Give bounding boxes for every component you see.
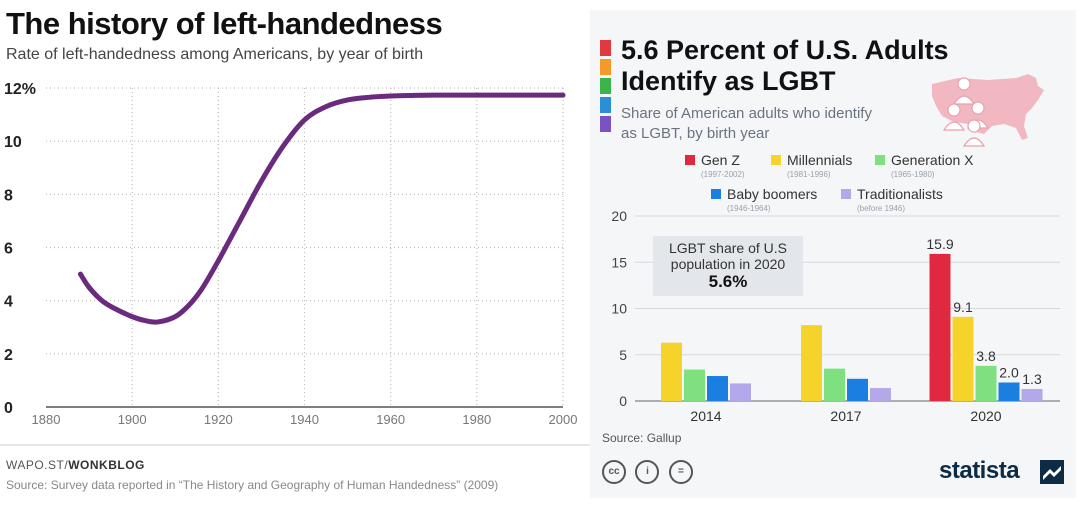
bar-data-label: 15.9 xyxy=(926,236,953,252)
left-chart-panel: 0 2 4 6 8 10 12% 1880 1900 1920 1940 1960 1980 2000 T… xyxy=(0,6,590,492)
callout-line2: population in 2020 xyxy=(670,256,786,272)
bar-2017-2 xyxy=(847,378,868,401)
legend-item: Baby boomers xyxy=(711,186,817,202)
legend-years: (1981-1996) xyxy=(787,170,831,179)
bar-data-label: 2.0 xyxy=(999,365,1019,381)
lgbt-bar-chart: 0 5 10 15 20 2014 2017 15.9 9.1 3.82.0 1.3 2020 xyxy=(611,208,1060,424)
right-chart-subtitle: Share of American adults who identify as… xyxy=(621,105,872,142)
legend-label: Baby boomers xyxy=(727,186,818,202)
legend-swatch xyxy=(685,155,695,165)
right-infographic-panel: 5.6 Percent of U.S. Adults Identify as L… xyxy=(590,10,1076,498)
bar-2017-1 xyxy=(824,368,845,401)
x-tick-label: 1920 xyxy=(204,412,233,427)
x-tick-label: 1940 xyxy=(290,412,319,427)
flag-stripe xyxy=(600,40,611,56)
legend-swatch xyxy=(711,189,721,199)
legend-label: Millennials xyxy=(787,152,853,168)
callout-value: 5.6% xyxy=(708,272,748,291)
legend-item: Millennials xyxy=(771,152,852,168)
y-tick-label: 0 xyxy=(619,393,627,409)
legend-item: Generation X xyxy=(875,152,974,168)
left-handedness-line xyxy=(77,92,566,325)
y-tick-label: 10 xyxy=(611,301,627,317)
x-tick-label: 2014 xyxy=(690,408,721,424)
left-line-chart: 0 2 4 6 8 10 12% 1880 1900 1920 1940 1960 1980 2000 xyxy=(0,81,590,446)
legend-item: Traditionalists xyxy=(841,186,943,202)
y-tick-label: 0 xyxy=(4,400,13,417)
flag-stripe xyxy=(600,116,611,132)
credit-bold: WONKBLOG xyxy=(68,458,145,472)
bar-2020-4 xyxy=(1021,388,1043,401)
legend-swatch xyxy=(841,189,851,199)
bar-2014-3 xyxy=(730,383,751,401)
legend-years: (before 1946) xyxy=(857,204,906,213)
legend-label: Traditionalists xyxy=(857,186,943,202)
left-credit: WAPO.ST/WONKBLOG xyxy=(6,458,145,472)
no-derivatives-icon[interactable]: = xyxy=(668,460,693,484)
legend-years: (1997-2002) xyxy=(701,170,745,179)
left-source: Source: Survey data reported in “The His… xyxy=(6,478,499,492)
flag-stripe xyxy=(600,78,611,94)
attribution-icon[interactable]: i xyxy=(635,460,660,484)
bar-2017-0 xyxy=(801,325,822,401)
bar-2014-1 xyxy=(684,369,705,401)
cc-license-icon[interactable]: cc xyxy=(602,460,626,484)
y-tick-label: 5 xyxy=(619,347,627,363)
x-tick-label: 1960 xyxy=(376,412,405,427)
bar-data-label: 3.8 xyxy=(976,348,996,364)
callout-line1: LGBT share of U.S xyxy=(668,240,787,256)
rainbow-flag-bars xyxy=(600,40,611,135)
us-map-icon xyxy=(932,74,1044,147)
right-chart-title: 5.6 Percent of U.S. Adults Identify as L… xyxy=(621,35,949,96)
bar-2014-2 xyxy=(707,376,728,401)
y-tick-label: 15 xyxy=(611,254,627,270)
bar-data-label: 1.3 xyxy=(1022,371,1042,387)
bar-2020-2 xyxy=(975,365,997,401)
callout-box: LGBT share of U.S population in 2020 5.6… xyxy=(653,236,803,296)
legend-swatch xyxy=(875,155,885,165)
bar-data-label: 9.1 xyxy=(953,299,973,315)
y-tick-label: 12% xyxy=(4,81,36,98)
x-tick-label: 2017 xyxy=(830,408,861,424)
statista-logo-icon[interactable] xyxy=(1040,460,1064,484)
flag-stripe xyxy=(600,97,611,113)
x-tick-label: 2000 xyxy=(549,412,578,427)
y-tick-label: 2 xyxy=(4,347,13,364)
legend-years: (1946-1964) xyxy=(727,204,771,213)
bar-2020-3 xyxy=(998,382,1020,401)
right-source: Source: Gallup xyxy=(602,431,682,445)
y-tick-label: 8 xyxy=(4,187,13,204)
legend-swatch xyxy=(771,155,781,165)
y-tick-label: 20 xyxy=(611,208,627,224)
legend-item: Gen Z xyxy=(685,152,740,168)
x-tick-label: 2020 xyxy=(970,408,1001,424)
left-chart-title: The history of left-handedness xyxy=(6,6,443,41)
x-tick-label: 1900 xyxy=(118,412,147,427)
credit-prefix: WAPO.ST/ xyxy=(6,458,69,472)
y-tick-label: 4 xyxy=(4,294,13,311)
y-tick-label: 10 xyxy=(4,134,22,151)
bar-2017-3 xyxy=(870,388,891,401)
legend-years: (1965-1980) xyxy=(891,170,935,179)
flag-stripe xyxy=(600,59,611,75)
legend-label: Generation X xyxy=(891,152,974,168)
statista-brand[interactable]: statista xyxy=(939,457,1020,484)
y-tick-label: 6 xyxy=(4,241,13,258)
legend-label: Gen Z xyxy=(701,152,740,168)
bar-2020-1 xyxy=(952,316,974,401)
x-tick-label: 1880 xyxy=(32,412,61,427)
bar-2020-0 xyxy=(929,253,951,401)
license-icons: cc i = xyxy=(602,460,698,484)
bar-2014-0 xyxy=(661,342,682,401)
left-chart-subtitle: Rate of left-handedness among Americans,… xyxy=(6,46,424,63)
x-tick-label: 1980 xyxy=(462,412,491,427)
